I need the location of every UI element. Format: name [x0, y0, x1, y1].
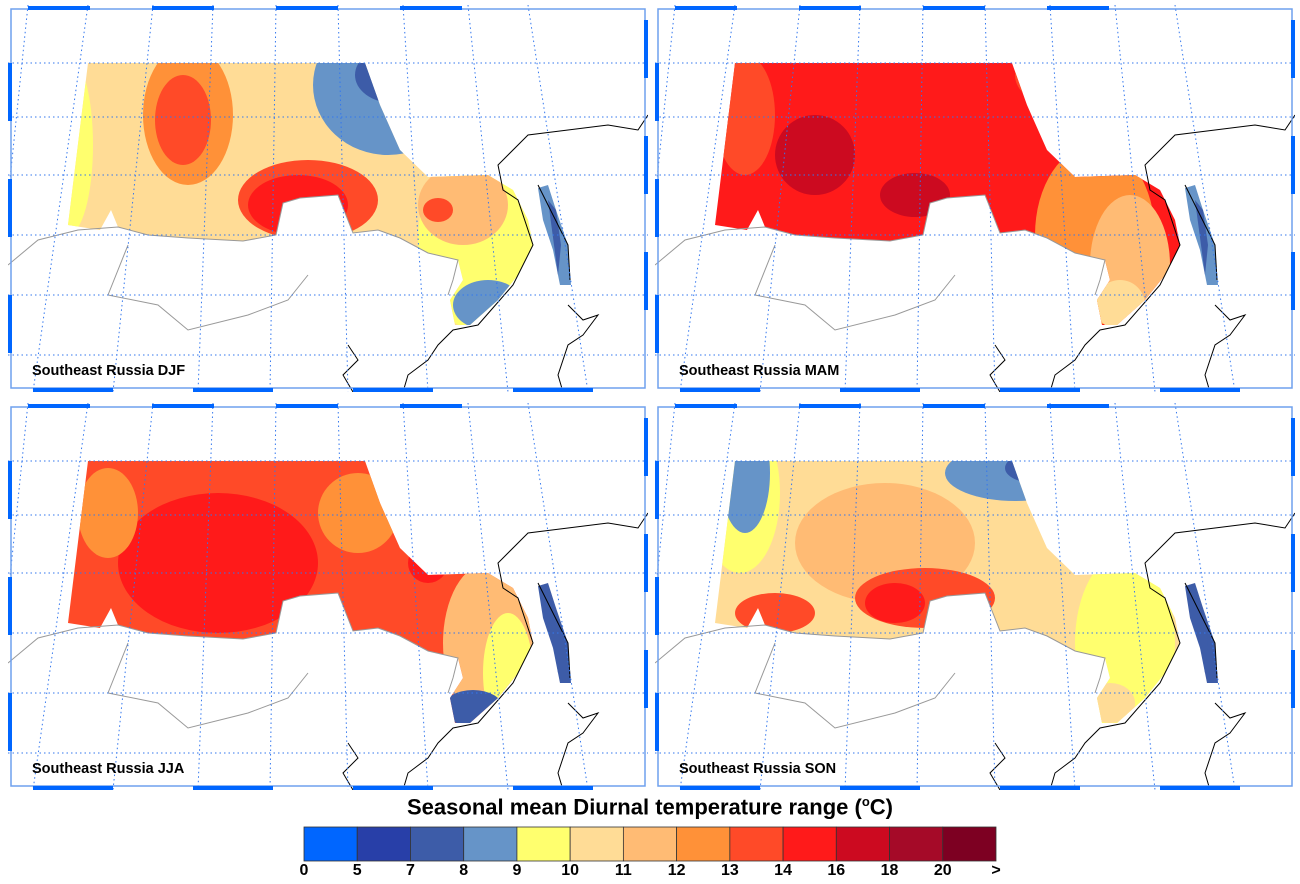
colorbar-tick-label: 14 [774, 862, 792, 879]
longitude-line [467, 403, 509, 790]
colorbar-tick-label: 7 [406, 862, 415, 879]
map-mam [655, 5, 1295, 392]
longitude-line [1049, 5, 1076, 392]
dtr-cell-cluster [155, 75, 211, 165]
map-panel-son: Southeast Russia SON [655, 403, 1295, 790]
dtr-cell-cluster [1015, 63, 1095, 105]
dtr-cell-cluster [453, 280, 523, 325]
dtr-cell-cluster [715, 63, 775, 175]
colorbar-swatch [569, 826, 624, 862]
map-panel-djf: Southeast Russia DJF [8, 5, 648, 392]
longitude-line [1114, 403, 1156, 790]
colorbar-tick-label: 8 [459, 862, 469, 879]
colorbar-swatch [942, 826, 997, 862]
dtr-cell-cluster [443, 690, 503, 723]
dtr-cell-cluster [483, 613, 533, 723]
coastline [989, 512, 1295, 790]
colorbar-tick-label: 16 [827, 862, 846, 879]
colorbar-tick-label: 11 [614, 862, 632, 879]
colorbar-swatch [516, 826, 571, 862]
colorbar-tick-label: > [991, 862, 1001, 879]
coastline [342, 114, 648, 392]
colorbar-swatch [463, 826, 518, 862]
colorbar-unit: C) [869, 794, 893, 820]
longitude-line [402, 403, 429, 790]
colorbar-tick-label: 10 [561, 862, 580, 879]
longitude-line [467, 5, 509, 392]
dtr-cell-cluster [313, 63, 463, 155]
dtr-cell-cluster [1095, 280, 1145, 325]
colorbar-tick-label: 9 [512, 862, 522, 879]
dtr-cell-cluster [1005, 461, 1065, 483]
longitude-line [112, 403, 154, 790]
panel-title: Southeast Russia JJA [32, 761, 185, 777]
map-panel-mam: Southeast Russia MAM [655, 5, 1295, 392]
colorbar-swatch [303, 826, 358, 862]
dtr-cell-cluster [408, 543, 448, 583]
colorbar-tick-label: 18 [880, 862, 899, 879]
longitude-line [984, 5, 996, 392]
colorbar [303, 826, 997, 862]
dtr-cell-cluster [355, 63, 431, 103]
colorbar-title: Seasonal mean Diurnal temperature range … [0, 794, 1300, 820]
map-jja [8, 403, 648, 790]
colorbar-swatch [410, 826, 465, 862]
colorbar-unit-sup: o [861, 794, 870, 809]
longitude-line [984, 403, 996, 790]
longitude-line [1114, 5, 1156, 392]
colorbar-swatch [835, 826, 890, 862]
longitude-line [402, 5, 429, 392]
panel-title: Southeast Russia DJF [32, 363, 186, 379]
panel-title: Southeast Russia MAM [679, 363, 840, 379]
dtr-cell-cluster [720, 461, 770, 533]
dtr-cell-cluster [68, 63, 93, 235]
longitude-line [916, 403, 924, 790]
longitude-line [269, 5, 277, 392]
colorbar-swatch [356, 826, 411, 862]
longitude-line [844, 403, 861, 790]
colorbar-swatch [622, 826, 678, 862]
colorbar-tick-label: 12 [667, 862, 686, 879]
colorbar-swatch [889, 826, 944, 862]
longitude-line [916, 5, 924, 392]
colorbar-swatch [782, 826, 837, 862]
longitude-line [1049, 403, 1076, 790]
dtr-cell-cluster [248, 175, 348, 235]
dtr-cell-cluster [865, 583, 925, 623]
colorbar-swatch [729, 826, 784, 862]
longitude-line [337, 5, 349, 392]
dtr-cell-cluster [423, 198, 453, 222]
dtr-cell-cluster [318, 473, 398, 553]
longitude-line [759, 403, 801, 790]
dtr-cell-cluster [1085, 683, 1135, 723]
dtr-cell-cluster [418, 165, 508, 245]
map-son [655, 403, 1295, 790]
map-panel-jja: Southeast Russia JJA [8, 403, 648, 790]
longitude-line [337, 403, 349, 790]
colorbar-tick-label: 13 [720, 862, 739, 879]
dtr-cell-cluster [880, 173, 950, 217]
longitude-line [197, 403, 214, 790]
longitude-line [197, 5, 214, 392]
dtr-cell-cluster [118, 493, 318, 633]
longitude-line [112, 5, 154, 392]
dtr-cell-cluster [78, 468, 138, 558]
colorbar-tick-label: 5 [352, 862, 362, 879]
colorbar-tick-label: 0 [299, 862, 309, 879]
colorbar-tick-label: 20 [933, 862, 952, 879]
coastline [342, 512, 648, 790]
longitude-line [759, 5, 801, 392]
dtr-cell-cluster [735, 593, 815, 633]
longitude-line [844, 5, 861, 392]
coastline [989, 114, 1295, 392]
map-djf [8, 5, 648, 392]
colorbar-title-text: Seasonal mean Diurnal temperature range … [407, 794, 862, 820]
colorbar-swatch [676, 826, 731, 862]
panel-title: Southeast Russia SON [679, 761, 837, 777]
longitude-line [269, 403, 277, 790]
